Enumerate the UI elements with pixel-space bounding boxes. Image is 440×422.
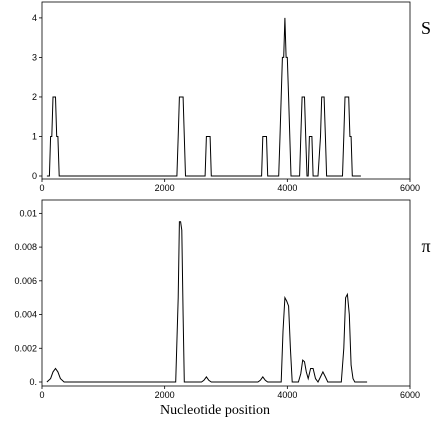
pi-y-tick-label: 0.002: [14, 343, 37, 353]
s-y-tick-label: 4: [32, 13, 37, 23]
s-x-tick-label: 2000: [155, 183, 175, 193]
pi-x-tick-label: 6000: [400, 390, 420, 400]
pi-tick-group: 0 2000 4000 6000 0. 0.002 0.004 0.006 0.008 0.01: [14, 208, 420, 400]
s-y-tick-label: 2: [32, 92, 37, 102]
s-x-tick-label: 6000: [400, 183, 420, 193]
s-y-tick-label: 0: [32, 171, 37, 181]
s-panel: 0 2000 4000 6000 0 1 2 3 4 S: [32, 1, 431, 193]
pi-y-tick-label: 0.01: [19, 208, 37, 218]
pi-x-tick-label: 2000: [155, 390, 175, 400]
pi-y-tick-label: 0.004: [14, 310, 37, 320]
s-tick-group: 0 2000 4000 6000 0 1 2 3 4: [32, 13, 420, 193]
s-y-tick-label: 3: [32, 52, 37, 62]
pi-panel: 0 2000 4000 60000.0.0020.0040.0060.0080.01 …: [14, 199, 431, 418]
s-x-tick-label: 0: [39, 183, 44, 193]
s-y-tick-label: 1: [32, 131, 37, 141]
pi-plot-frame: [41, 199, 411, 387]
pi-y-tick-label: 0.008: [14, 242, 37, 252]
s-label: S: [421, 18, 431, 38]
pi-series-line: [46, 221, 368, 383]
x-axis-title: Nucleotide position: [160, 403, 270, 418]
s-plot-frame: [41, 1, 411, 180]
s-series-line: [46, 17, 361, 177]
pi-x-tick-label: 0: [39, 390, 44, 400]
pi-label: π: [421, 236, 430, 256]
pi-y-tick-label: 0.: [29, 377, 37, 387]
s-x-tick-label: 4000: [277, 183, 297, 193]
pi-x-tick-label: 4000: [277, 390, 297, 400]
pi-y-tick-label: 0.006: [14, 276, 37, 286]
